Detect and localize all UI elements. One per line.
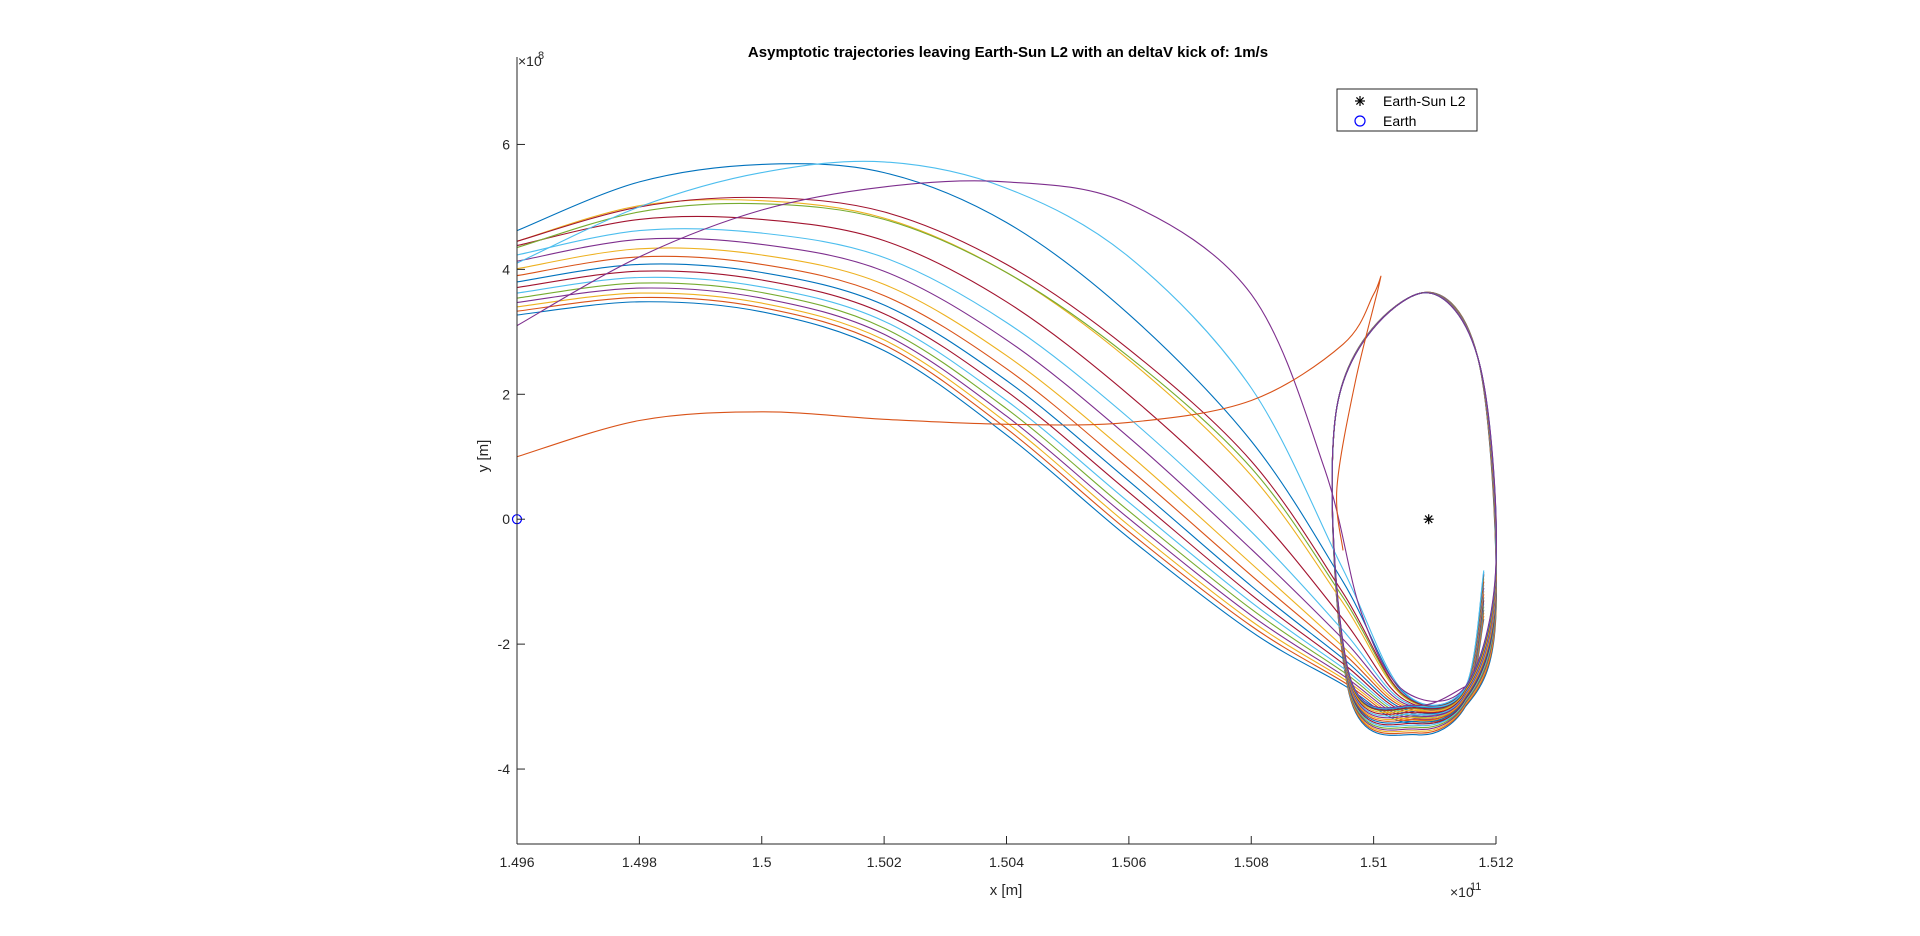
trajectory-line-20 [516, 275, 1382, 551]
trajectory-line-5 [516, 282, 1497, 729]
y-tick-label: -2 [498, 636, 511, 652]
trajectory-line-11 [516, 237, 1497, 719]
x-tick-label: 1.5 [752, 854, 772, 870]
asterisk-icon [1355, 96, 1365, 106]
trajectory-line-2 [516, 291, 1497, 735]
y-tick-label: 6 [502, 136, 510, 152]
y-axis-label: y [m] [475, 440, 492, 473]
y-exponent: ×10 8 [518, 50, 544, 69]
y-tick-label: -4 [498, 761, 511, 777]
legend-label-earth: Earth [1383, 113, 1416, 129]
x-exponent: ×10 11 [1450, 881, 1481, 900]
legend-item-l2: Earth-Sun L2 [1355, 93, 1466, 109]
legend-item-earth: Earth [1354, 113, 1416, 129]
y-tick-label: 0 [502, 511, 510, 527]
trajectory-line-13 [516, 215, 1497, 715]
trajectory-line-19 [516, 180, 1497, 709]
axes: 1.496 1.498 1.5 1.502 1.504 1.506 1.508 1.51 1.5… [498, 57, 1514, 870]
x-exponent-base: ×10 [1450, 884, 1474, 900]
x-tick-label: 1.496 [499, 854, 534, 870]
trajectory-line-16 [516, 196, 1497, 711]
circle-icon [1354, 115, 1366, 127]
trajectory-line-10 [516, 247, 1497, 721]
legend-label-l2: Earth-Sun L2 [1383, 93, 1466, 109]
x-tick-label: 1.51 [1360, 854, 1387, 870]
x-tick-label: 1.502 [867, 854, 902, 870]
x-tick-label: 1.512 [1478, 854, 1513, 870]
x-tick-label: 1.508 [1234, 854, 1269, 870]
y-exponent-power: 8 [538, 50, 544, 62]
plot-area [511, 160, 1497, 736]
trajectory-line-3 [516, 291, 1497, 733]
l2-marker [1423, 514, 1434, 525]
x-tick-label: 1.498 [622, 854, 657, 870]
trajectory-line-9 [516, 255, 1497, 722]
x-exponent-power: 11 [1470, 881, 1481, 893]
y-tick-label: 4 [502, 261, 510, 277]
trajectory-line-7 [516, 270, 1497, 726]
legend: Earth-Sun L2 Earth [1336, 88, 1478, 132]
x-tick-label: 1.504 [989, 854, 1024, 870]
trajectory-line-8 [516, 263, 1497, 724]
x-tick-label: 1.506 [1111, 854, 1146, 870]
chart-title: Asymptotic trajectories leaving Earth-Su… [748, 44, 1268, 61]
y-exponent-base: ×10 [518, 53, 542, 69]
trajectory-lines [516, 160, 1497, 736]
x-ticks: 1.496 1.498 1.5 1.502 1.504 1.506 1.508 1.51 1.5… [499, 836, 1514, 870]
trajectory-line-14 [516, 199, 1497, 714]
y-ticks: -4 -2 0 2 4 6 [498, 136, 525, 777]
y-tick-label: 2 [502, 386, 510, 402]
x-axis-label: x [m] [990, 882, 1023, 899]
trajectory-line-15 [516, 202, 1497, 712]
